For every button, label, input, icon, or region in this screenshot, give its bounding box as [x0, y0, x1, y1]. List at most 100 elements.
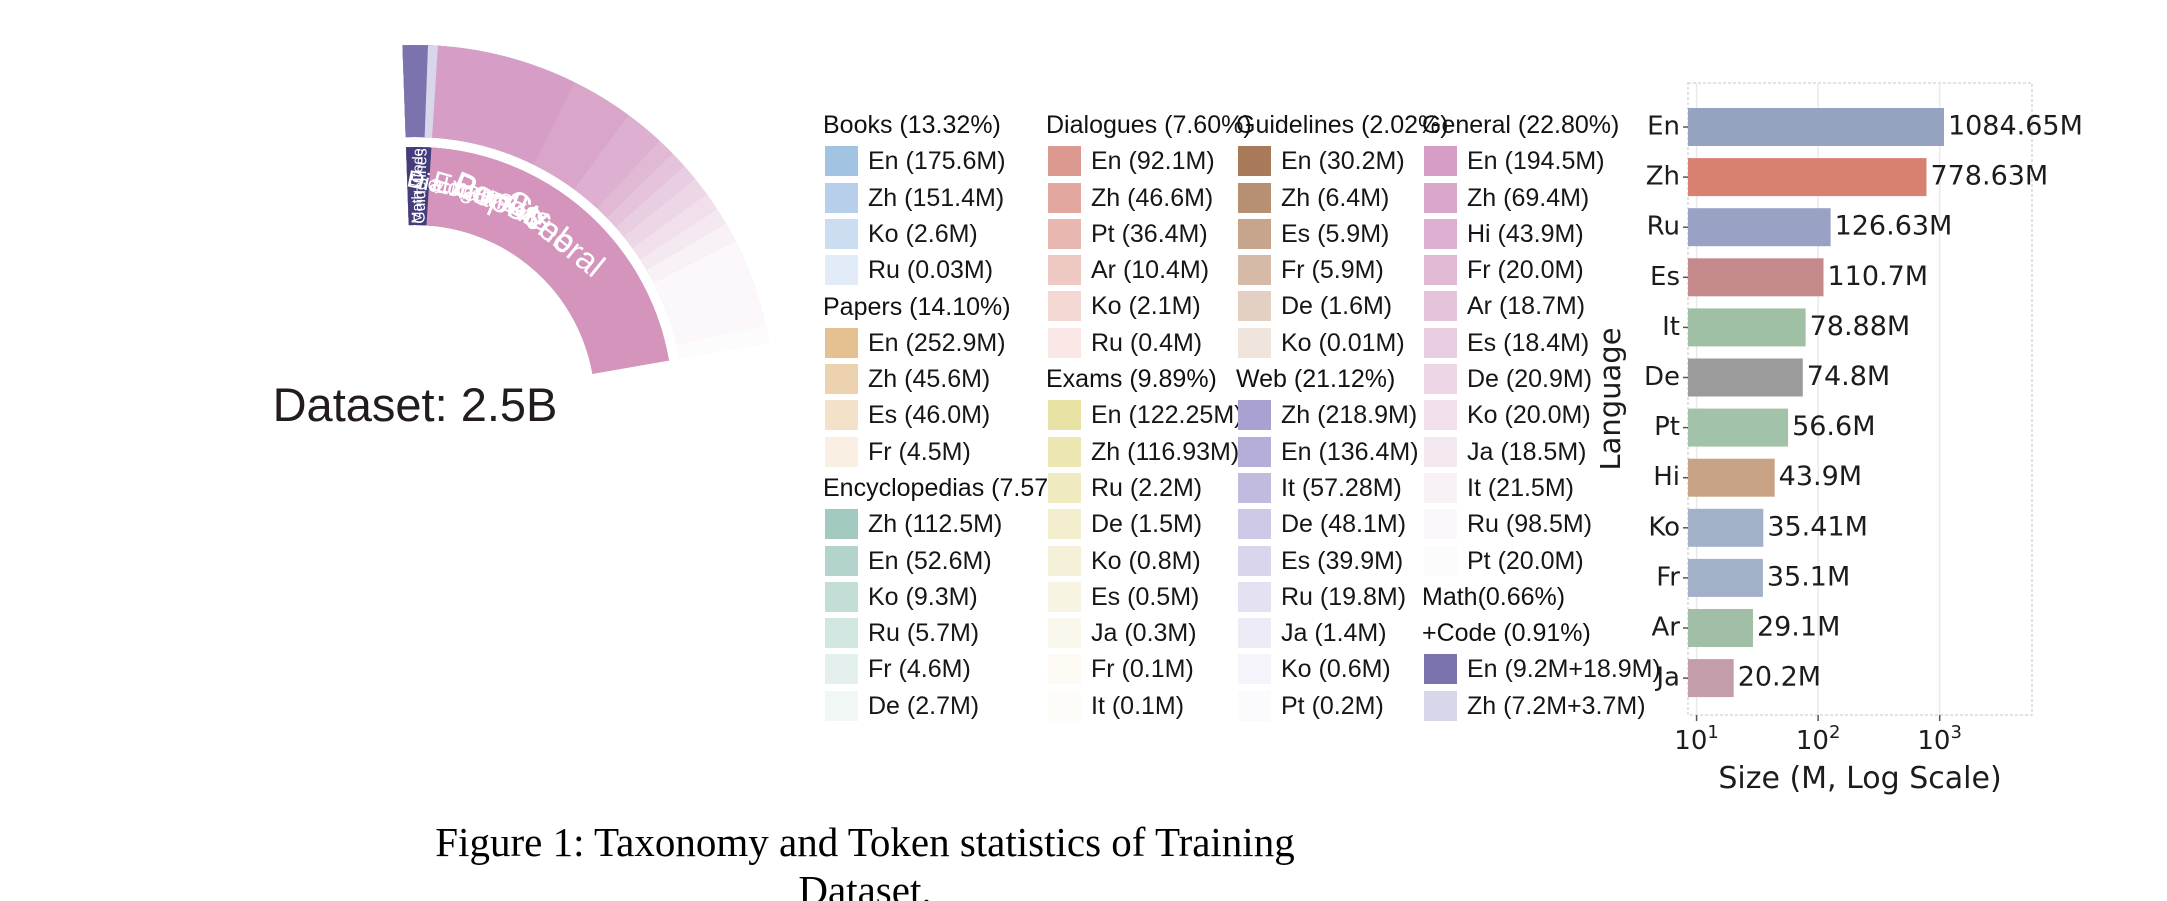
sunburst-slices — [402, 44, 770, 375]
legend-item: Zh (69.4M) — [1422, 180, 1619, 216]
legend-swatch — [1048, 255, 1081, 286]
sunburst-segment-general — [406, 147, 670, 375]
legend-item-label: Ru (0.03M) — [868, 256, 994, 285]
y-axis-label: Language — [1600, 327, 1627, 470]
legend-swatch — [1048, 654, 1081, 685]
legend-item: En (175.6M) — [823, 143, 1006, 179]
legend-item-label: Zh (218.9M) — [1281, 401, 1418, 430]
legend-item: Zh (151.4M) — [823, 180, 1004, 216]
legend-group-header: Papers (14.10%) — [823, 292, 1011, 321]
bar-Zh — [1688, 158, 1927, 197]
bar-value-label: 126.63M — [1835, 211, 1953, 242]
legend-item-label: Ja (1.4M) — [1281, 619, 1387, 648]
bar-value-label: 1084.65M — [1948, 111, 2083, 142]
legend-swatch — [1238, 545, 1271, 576]
legend-item: En (252.9M) — [823, 325, 1011, 361]
legend-swatch — [1238, 509, 1271, 540]
legend-item: Ko (2.6M) — [823, 216, 1001, 252]
legend-item-label: Zh (112.5M) — [868, 510, 1003, 539]
x-tick-label: 101 — [1674, 722, 1719, 756]
legend-swatch — [1238, 654, 1271, 685]
y-tick-label-Pt: Pt — [1654, 412, 1680, 442]
legend-item-label: Ko (2.1M) — [1091, 292, 1201, 321]
legend-item: Ru (0.03M) — [823, 252, 1001, 288]
legend-item-label: Ru (5.7M) — [868, 619, 980, 648]
sunburst-label-guidelines: Guidelines — [411, 148, 430, 224]
legend-item-label: Fr (5.9M) — [1281, 256, 1384, 285]
legend-item: Ko (0.6M) — [1236, 651, 1395, 687]
bar-value-label: 110.7M — [1827, 261, 1928, 292]
legend-item: Ru (2.2M) — [1046, 470, 1217, 506]
legend-swatch — [1238, 618, 1271, 649]
legend-swatch — [1424, 218, 1457, 249]
legend-swatch — [825, 581, 858, 612]
legend-item: It (57.28M) — [1236, 470, 1402, 506]
legend-item-label: Pt (20.0M) — [1467, 546, 1584, 575]
bar-Ru — [1688, 208, 1831, 247]
legend-item: De (20.9M) — [1422, 361, 1619, 397]
legend-item: Ar (18.7M) — [1422, 288, 1619, 324]
sunburst-lang-segment-general-10 — [653, 240, 767, 346]
legend-item: En (30.2M) — [1236, 143, 1449, 179]
bar-It — [1688, 308, 1806, 347]
legend-group-header: +Code (0.91%) — [1422, 619, 1591, 648]
bar-value-label: 20.2M — [1738, 662, 1821, 693]
legend-item: Fr (4.5M) — [823, 434, 1011, 470]
legend-item: Pt (0.2M) — [1236, 688, 1395, 724]
legend-item-label: Ko (9.3M) — [868, 582, 978, 611]
sunburst-lang-segment-general-8 — [639, 209, 726, 270]
legend-item: Fr (5.9M) — [1236, 252, 1449, 288]
legend-swatch — [1048, 327, 1081, 358]
legend-item: Ja (18.5M) — [1422, 434, 1619, 470]
legend-item: Ko (0.8M) — [1046, 543, 1217, 579]
legend-item-label: Ja (18.5M) — [1467, 437, 1587, 466]
bar-value-label: 35.1M — [1767, 561, 1850, 592]
legend-group-mathcode: Math(0.66%) +Code (0.91%) En (9.2M+18.9M) Z… — [1422, 579, 1661, 724]
legend-item-label: Es (39.9M) — [1281, 546, 1404, 575]
legend-swatch — [1048, 291, 1081, 322]
legend-group-header: Exams (9.89%) — [1046, 365, 1217, 394]
legend-item-label: Fr (20.0M) — [1467, 256, 1584, 285]
legend-swatch — [825, 218, 858, 249]
legend-item: Zh (6.4M) — [1236, 180, 1449, 216]
taxonomy-legend: Books (13.32%) En (175.6M) Zh (151.4M) Ko (… — [823, 107, 1661, 724]
legend-item-label: Pt (0.2M) — [1281, 691, 1384, 720]
legend-swatch — [1238, 436, 1271, 467]
x-tick-label: 103 — [1917, 722, 1962, 756]
legend-item-label: En (136.4M) — [1281, 437, 1419, 466]
sunburst-lang-segment-general-5 — [615, 166, 696, 237]
sunburst-lang-segment-general-7 — [632, 194, 718, 260]
sunburst-chart: BooksPapersEncyclopediasDialoguesExamsGu… — [273, 44, 770, 431]
legend-swatch — [1424, 400, 1457, 431]
legend-item-label: En (52.6M) — [868, 546, 992, 575]
legend-group-general: General (22.80%) En (194.5M) Zh (69.4M) Hi … — [1422, 107, 1619, 579]
legend-item-label: Ko (0.01M) — [1281, 328, 1405, 357]
legend-item-label: Zh (6.4M) — [1281, 183, 1390, 212]
legend-swatch — [825, 618, 858, 649]
legend-swatch — [1424, 436, 1457, 467]
legend-swatch — [1424, 545, 1457, 576]
legend-swatch — [825, 400, 858, 431]
legend-item-label: En (175.6M) — [868, 147, 1006, 176]
legend-item: Zh (112.5M) — [823, 506, 1079, 542]
bar-chart-axes: En Zh Ru Es It De Pt Hi Ko Fr Ar Ja 101 102 103 — [1644, 112, 1962, 757]
legend-swatch — [1238, 400, 1271, 431]
legend-group-guidelines: Guidelines (2.02%) En (30.2M) Zh (6.4M) Es … — [1236, 107, 1449, 361]
legend-item-label: Ru (19.8M) — [1281, 582, 1407, 611]
legend-swatch — [1424, 291, 1457, 322]
legend-item: Fr (20.0M) — [1422, 252, 1619, 288]
legend-item-label: En (252.9M) — [868, 328, 1006, 357]
legend-swatch — [1238, 327, 1271, 358]
legend-item: Es (46.0M) — [823, 397, 1011, 433]
legend-swatch — [825, 436, 858, 467]
legend-swatch — [1238, 581, 1271, 612]
legend-swatch — [1048, 182, 1081, 213]
y-tick-label-Ko: Ko — [1648, 512, 1680, 542]
legend-group-exams: Exams (9.89%) En (122.25M) Zh (116.93M) Ru … — [1046, 361, 1242, 724]
legend-item: Es (39.9M) — [1236, 543, 1403, 579]
sunburst-lang-segment-general-4 — [606, 153, 685, 228]
legend-item-label: Ko (2.6M) — [868, 219, 978, 248]
legend-swatch — [1048, 618, 1081, 649]
legend-swatch — [1424, 182, 1457, 213]
